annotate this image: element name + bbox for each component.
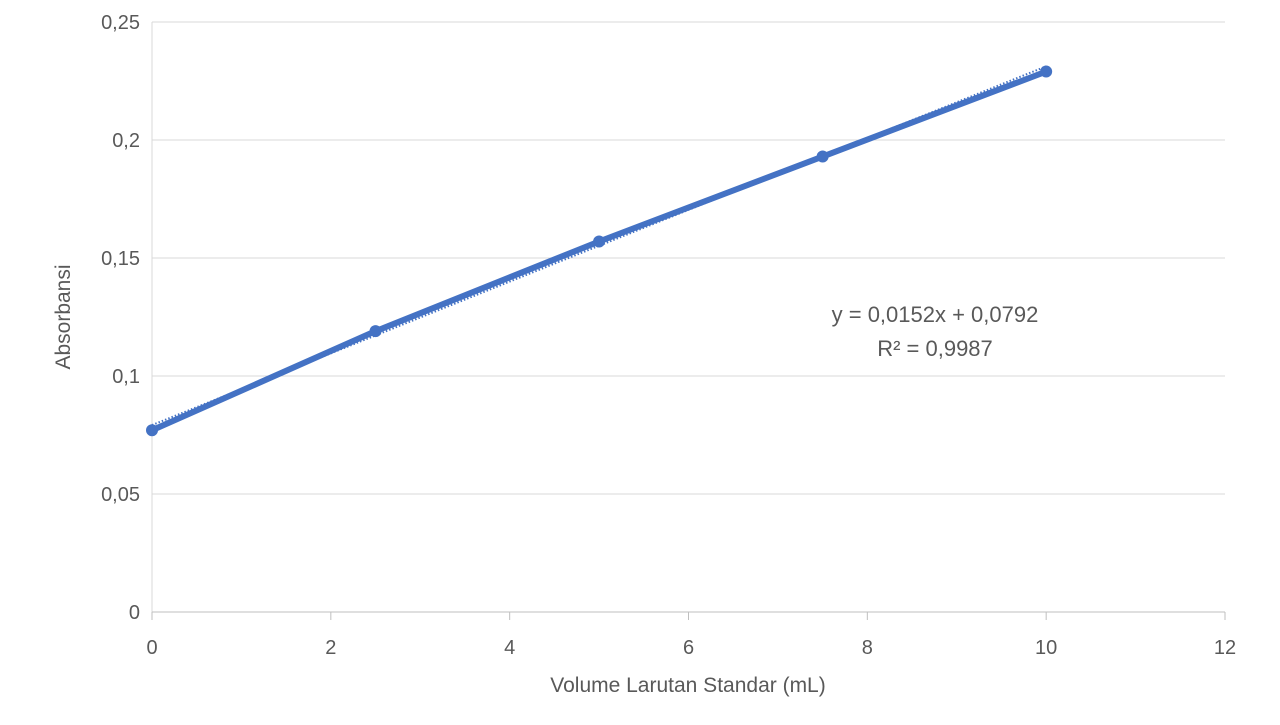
x-tick-label: 8 [862,637,873,659]
x-tick-label: 0 [146,637,157,659]
data-point [816,150,829,163]
gridlines [152,21,1225,495]
x-tick-label: 2 [325,637,336,659]
trendline-equation: y = 0,0152x + 0,0792 [832,302,1039,327]
data-point [369,325,382,338]
series [146,65,1053,437]
y-tick-label: 0 [129,602,140,624]
data-point [146,424,158,437]
x-tick-label: 6 [683,637,694,659]
x-tick-label: 10 [1035,637,1057,659]
y-tick-label: 0,15 [101,248,140,270]
x-axis-label: Volume Larutan Standar (mL) [550,674,825,697]
x-tick-label: 12 [1214,637,1236,659]
tick-labels: 0 0,05 0,1 0,15 0,2 0,25 0 2 4 6 8 10 12 [101,12,1236,659]
data-point [593,235,606,248]
y-tick-label: 0,2 [112,130,140,152]
data-point [1040,65,1053,78]
axes [151,22,1226,620]
trendline-r2: R² = 0,9987 [877,336,993,361]
x-tick-label: 4 [504,637,515,659]
y-tick-label: 0,25 [101,12,140,34]
y-axis-label: Absorbansi [52,264,75,369]
y-tick-label: 0,05 [101,484,140,506]
y-tick-label: 0,1 [112,366,140,388]
